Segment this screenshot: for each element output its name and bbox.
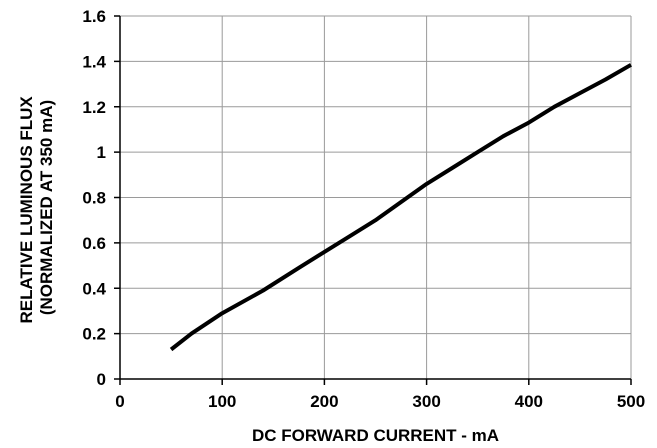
y-axis-title-line-2: (NORMALIZED AT 350 mA) [37, 100, 56, 315]
y-axis-title: RELATIVE LUMINOUS FLUX (NORMALIZED AT 35… [17, 91, 56, 323]
y-tick-label: 1.2 [82, 98, 106, 117]
x-tick-label: 500 [617, 392, 645, 411]
axes [114, 15, 632, 385]
tick-labels: 0 100 200 300 400 500 0 0.2 0.4 0.6 0.8 1 1.2 1.4 1.6 [82, 7, 645, 411]
x-tick-label: 200 [310, 392, 338, 411]
x-tick-label: 100 [208, 392, 236, 411]
y-tick-label: 0.4 [82, 279, 106, 298]
x-tick-label: 0 [115, 392, 124, 411]
series-line [169, 63, 632, 352]
y-tick-label: 1.4 [82, 52, 106, 71]
y-tick-label: 0.6 [82, 234, 106, 253]
y-axis-title-line-1: RELATIVE LUMINOUS FLUX [17, 96, 36, 324]
y-tick-label: 0.8 [82, 189, 106, 208]
y-tick-label: 1 [97, 143, 106, 162]
y-tick-label: 0.2 [82, 325, 106, 344]
x-axis-title: DC FORWARD CURRENT - mA [252, 426, 499, 445]
x-tick-label: 400 [515, 392, 543, 411]
y-tick-label: 0 [97, 370, 106, 389]
grid [120, 15, 632, 379]
x-tick-label: 300 [412, 392, 440, 411]
series-layer [169, 63, 632, 352]
y-tick-label: 1.6 [82, 7, 106, 26]
